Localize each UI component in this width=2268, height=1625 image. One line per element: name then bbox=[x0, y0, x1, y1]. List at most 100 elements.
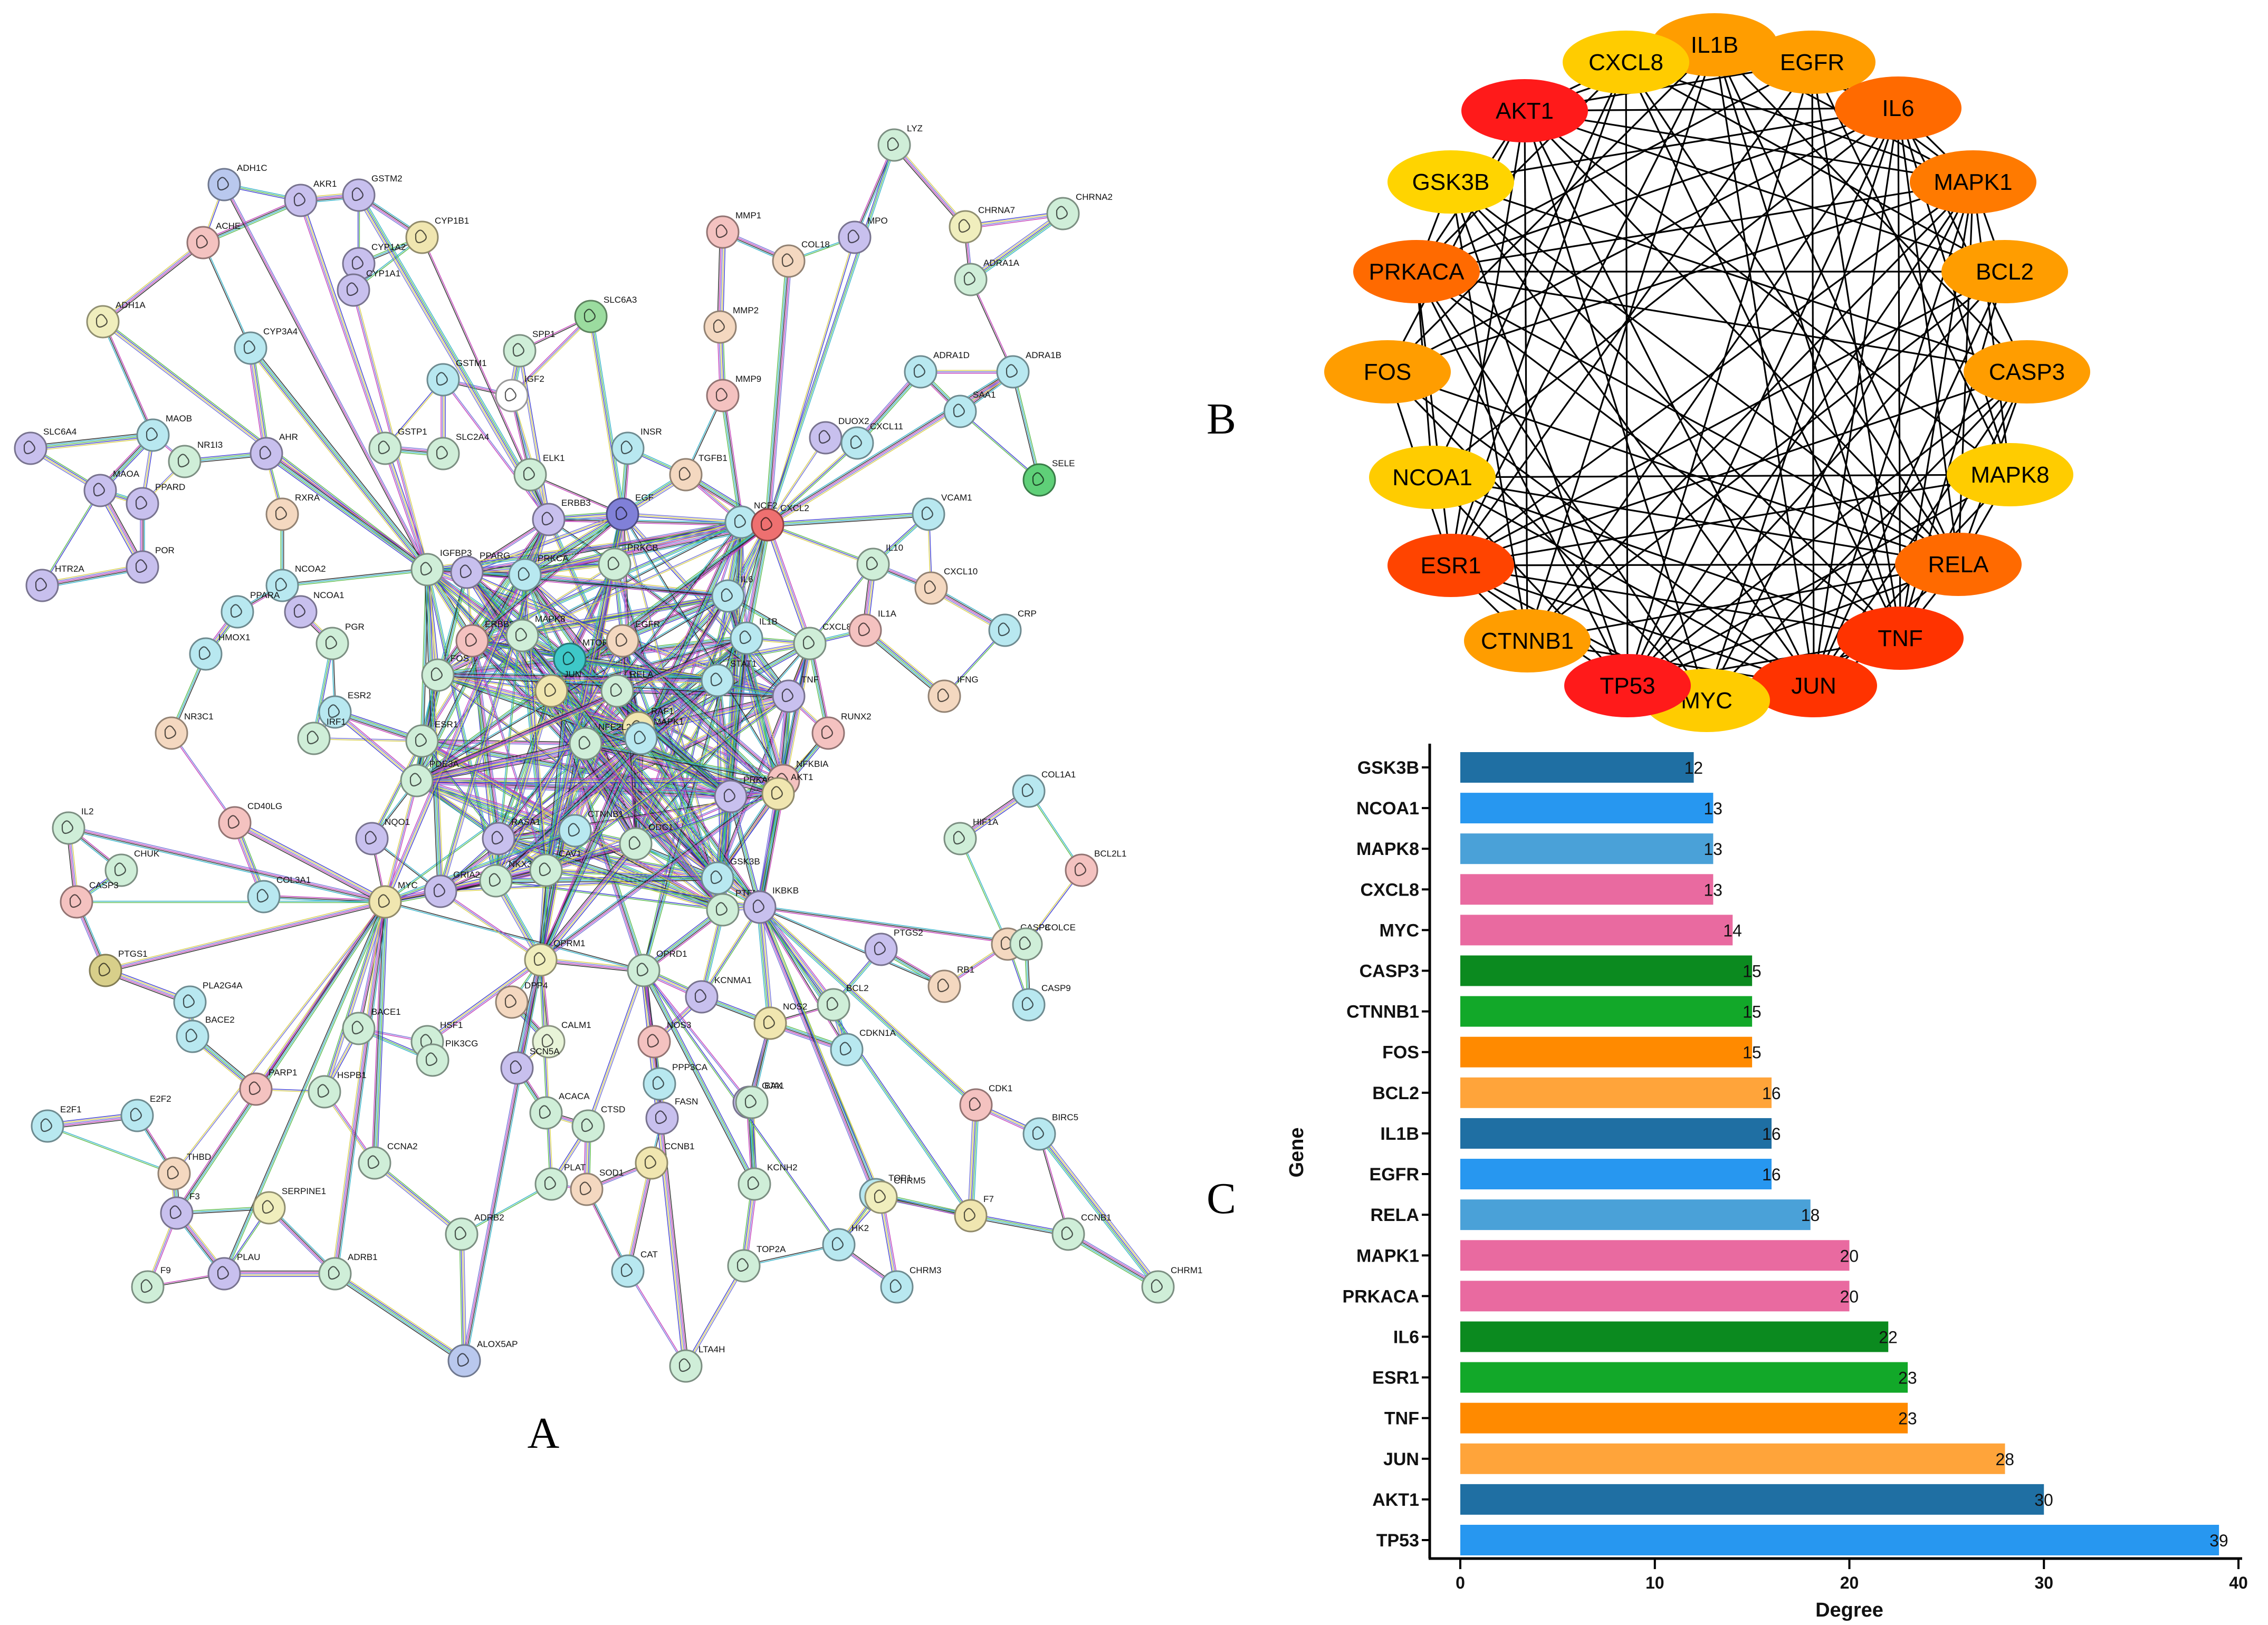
hub-gene-node[interactable]: EGFR bbox=[1749, 31, 1875, 94]
protein-node[interactable]: EGFR bbox=[606, 619, 660, 658]
protein-node[interactable]: F3 bbox=[160, 1191, 200, 1230]
hub-gene-node[interactable]: JUN bbox=[1750, 654, 1877, 717]
protein-node[interactable]: BIRC5 bbox=[1022, 1112, 1078, 1151]
protein-node[interactable]: ESR1 bbox=[405, 719, 458, 758]
protein-node[interactable]: PRKCA bbox=[508, 553, 569, 592]
protein-node[interactable]: PTGS2 bbox=[864, 928, 923, 966]
protein-node[interactable]: ADH1C bbox=[207, 163, 267, 201]
protein-node[interactable]: CHRM5 bbox=[864, 1176, 925, 1214]
protein-node[interactable]: OPRD1 bbox=[627, 949, 687, 987]
protein-node[interactable]: STAT1 bbox=[701, 659, 757, 697]
hub-gene-node[interactable]: CTNNB1 bbox=[1464, 609, 1591, 672]
protein-node[interactable]: ADH1A bbox=[86, 300, 146, 339]
hub-gene-node[interactable]: TNF bbox=[1837, 607, 1964, 670]
protein-node[interactable]: HK2 bbox=[822, 1223, 869, 1262]
protein-node[interactable]: PGR bbox=[315, 622, 365, 660]
protein-node[interactable]: SAA1 bbox=[943, 390, 996, 428]
protein-node[interactable]: NR1I3 bbox=[168, 440, 223, 478]
protein-node[interactable]: CHUK bbox=[104, 849, 160, 887]
protein-node[interactable]: LTA4H bbox=[669, 1344, 725, 1383]
protein-node[interactable]: PLA2G4A bbox=[173, 980, 243, 1019]
protein-node[interactable]: TOP2A bbox=[727, 1244, 786, 1283]
protein-node[interactable]: BACE2 bbox=[176, 1015, 235, 1053]
protein-node[interactable]: PPARD bbox=[126, 482, 185, 521]
hub-gene-node[interactable]: CXCL8 bbox=[1563, 31, 1689, 94]
protein-node[interactable]: MAPK8 bbox=[505, 614, 566, 652]
protein-node[interactable]: IGFBP3 bbox=[410, 548, 472, 586]
hub-gene-node[interactable]: AKT1 bbox=[1461, 79, 1588, 142]
protein-node[interactable]: GSTP1 bbox=[368, 427, 427, 465]
protein-node[interactable]: SLC6A3 bbox=[574, 295, 637, 333]
protein-node[interactable]: ACHE bbox=[186, 221, 241, 259]
protein-node[interactable]: CYP3A4 bbox=[234, 326, 298, 365]
protein-node[interactable]: PPARA bbox=[221, 590, 280, 629]
protein-node[interactable]: SPP1 bbox=[503, 329, 555, 368]
protein-node[interactable]: MPO bbox=[838, 216, 888, 254]
protein-node[interactable]: MYC bbox=[368, 880, 418, 919]
protein-node[interactable]: MAOB bbox=[136, 414, 192, 452]
protein-node[interactable]: CASP3 bbox=[60, 880, 119, 919]
protein-node[interactable]: DPP4 bbox=[495, 980, 548, 1019]
protein-node[interactable]: E2F1 bbox=[31, 1104, 82, 1143]
protein-node[interactable]: HMOX1 bbox=[189, 632, 250, 671]
protein-node[interactable]: RASA1 bbox=[482, 817, 541, 855]
protein-node[interactable]: VCAM1 bbox=[912, 493, 972, 531]
protein-node[interactable]: CCNB1 bbox=[635, 1141, 695, 1180]
protein-node[interactable]: F7 bbox=[954, 1194, 994, 1233]
protein-node[interactable]: CAV1 bbox=[529, 849, 581, 887]
protein-node[interactable]: ERBB2 bbox=[455, 619, 514, 658]
protein-node[interactable]: GRIA2 bbox=[424, 870, 480, 908]
protein-node[interactable]: GSK3B bbox=[701, 857, 760, 895]
protein-node[interactable]: PDE3A bbox=[400, 759, 459, 797]
protein-node[interactable]: NOS3 bbox=[637, 1020, 691, 1059]
hub-gene-node[interactable]: MAPK8 bbox=[1947, 443, 2073, 506]
protein-node[interactable]: FASN bbox=[645, 1097, 698, 1135]
protein-node[interactable]: PRKCB bbox=[598, 543, 658, 581]
protein-node[interactable]: MMP1 bbox=[706, 210, 761, 249]
protein-node[interactable]: SERPINE1 bbox=[252, 1186, 326, 1225]
protein-node[interactable]: HTR2A bbox=[25, 564, 84, 602]
protein-node[interactable]: CHRM3 bbox=[880, 1265, 941, 1304]
protein-node[interactable]: RB1 bbox=[927, 965, 974, 1003]
protein-node[interactable]: ADRB1 bbox=[318, 1252, 378, 1291]
protein-node[interactable]: GSTM2 bbox=[342, 174, 403, 212]
protein-node[interactable]: TGFB1 bbox=[669, 453, 728, 492]
hub-gene-node[interactable]: CASP3 bbox=[1964, 340, 2090, 403]
protein-node[interactable]: INSR bbox=[611, 427, 662, 465]
protein-node[interactable]: PPP3CA bbox=[643, 1062, 708, 1101]
protein-node[interactable]: IL6 bbox=[711, 574, 753, 613]
hub-gene-node[interactable]: BCL2 bbox=[1941, 240, 2068, 303]
hub-gene-node[interactable]: PRKACA bbox=[1353, 240, 1480, 303]
protein-node[interactable]: TNF bbox=[772, 675, 819, 713]
hub-gene-node[interactable]: TP53 bbox=[1564, 654, 1691, 717]
protein-node[interactable]: EGF bbox=[606, 493, 654, 531]
protein-node[interactable]: DUOX2 bbox=[809, 416, 869, 455]
protein-node[interactable]: MMP9 bbox=[706, 374, 761, 412]
protein-node[interactable]: NCOA1 bbox=[284, 590, 344, 629]
hub-gene-node[interactable]: NCOA1 bbox=[1369, 446, 1496, 509]
hub-gene-node[interactable]: RELA bbox=[1895, 533, 2022, 596]
hub-gene-node[interactable]: IL6 bbox=[1835, 76, 1961, 140]
protein-node[interactable]: AKT1 bbox=[761, 772, 814, 811]
protein-node[interactable]: COL3A1 bbox=[247, 875, 311, 914]
protein-node[interactable]: PLAT bbox=[534, 1162, 586, 1201]
protein-node[interactable]: PTGS1 bbox=[89, 949, 148, 987]
protein-node[interactable]: CHRNA2 bbox=[1046, 192, 1113, 230]
protein-node[interactable]: IL10 bbox=[856, 543, 903, 581]
protein-node[interactable]: CTNNB1 bbox=[558, 809, 624, 848]
hub-gene-node[interactable]: MAPK1 bbox=[1910, 150, 2036, 214]
protein-node[interactable]: BCL2 bbox=[817, 983, 869, 1022]
protein-node[interactable]: CDKN1A bbox=[830, 1028, 896, 1066]
protein-node[interactable]: HSPB1 bbox=[308, 1070, 367, 1109]
protein-node[interactable]: MTOR bbox=[553, 638, 609, 676]
protein-node[interactable]: ODC1 bbox=[619, 822, 673, 861]
protein-node[interactable]: CCNB1 bbox=[1051, 1213, 1112, 1251]
protein-node[interactable]: COL1A1 bbox=[1012, 770, 1076, 808]
protein-node[interactable]: NCOA2 bbox=[265, 564, 326, 602]
protein-node[interactable]: ESR2 bbox=[318, 690, 371, 729]
protein-node[interactable]: IGF2 bbox=[495, 374, 544, 412]
protein-node[interactable]: MMP2 bbox=[703, 305, 759, 344]
protein-node[interactable]: ADRB2 bbox=[445, 1213, 504, 1251]
protein-node[interactable]: CXCL2 bbox=[751, 503, 809, 542]
protein-node[interactable]: PIK3CG bbox=[416, 1039, 478, 1077]
